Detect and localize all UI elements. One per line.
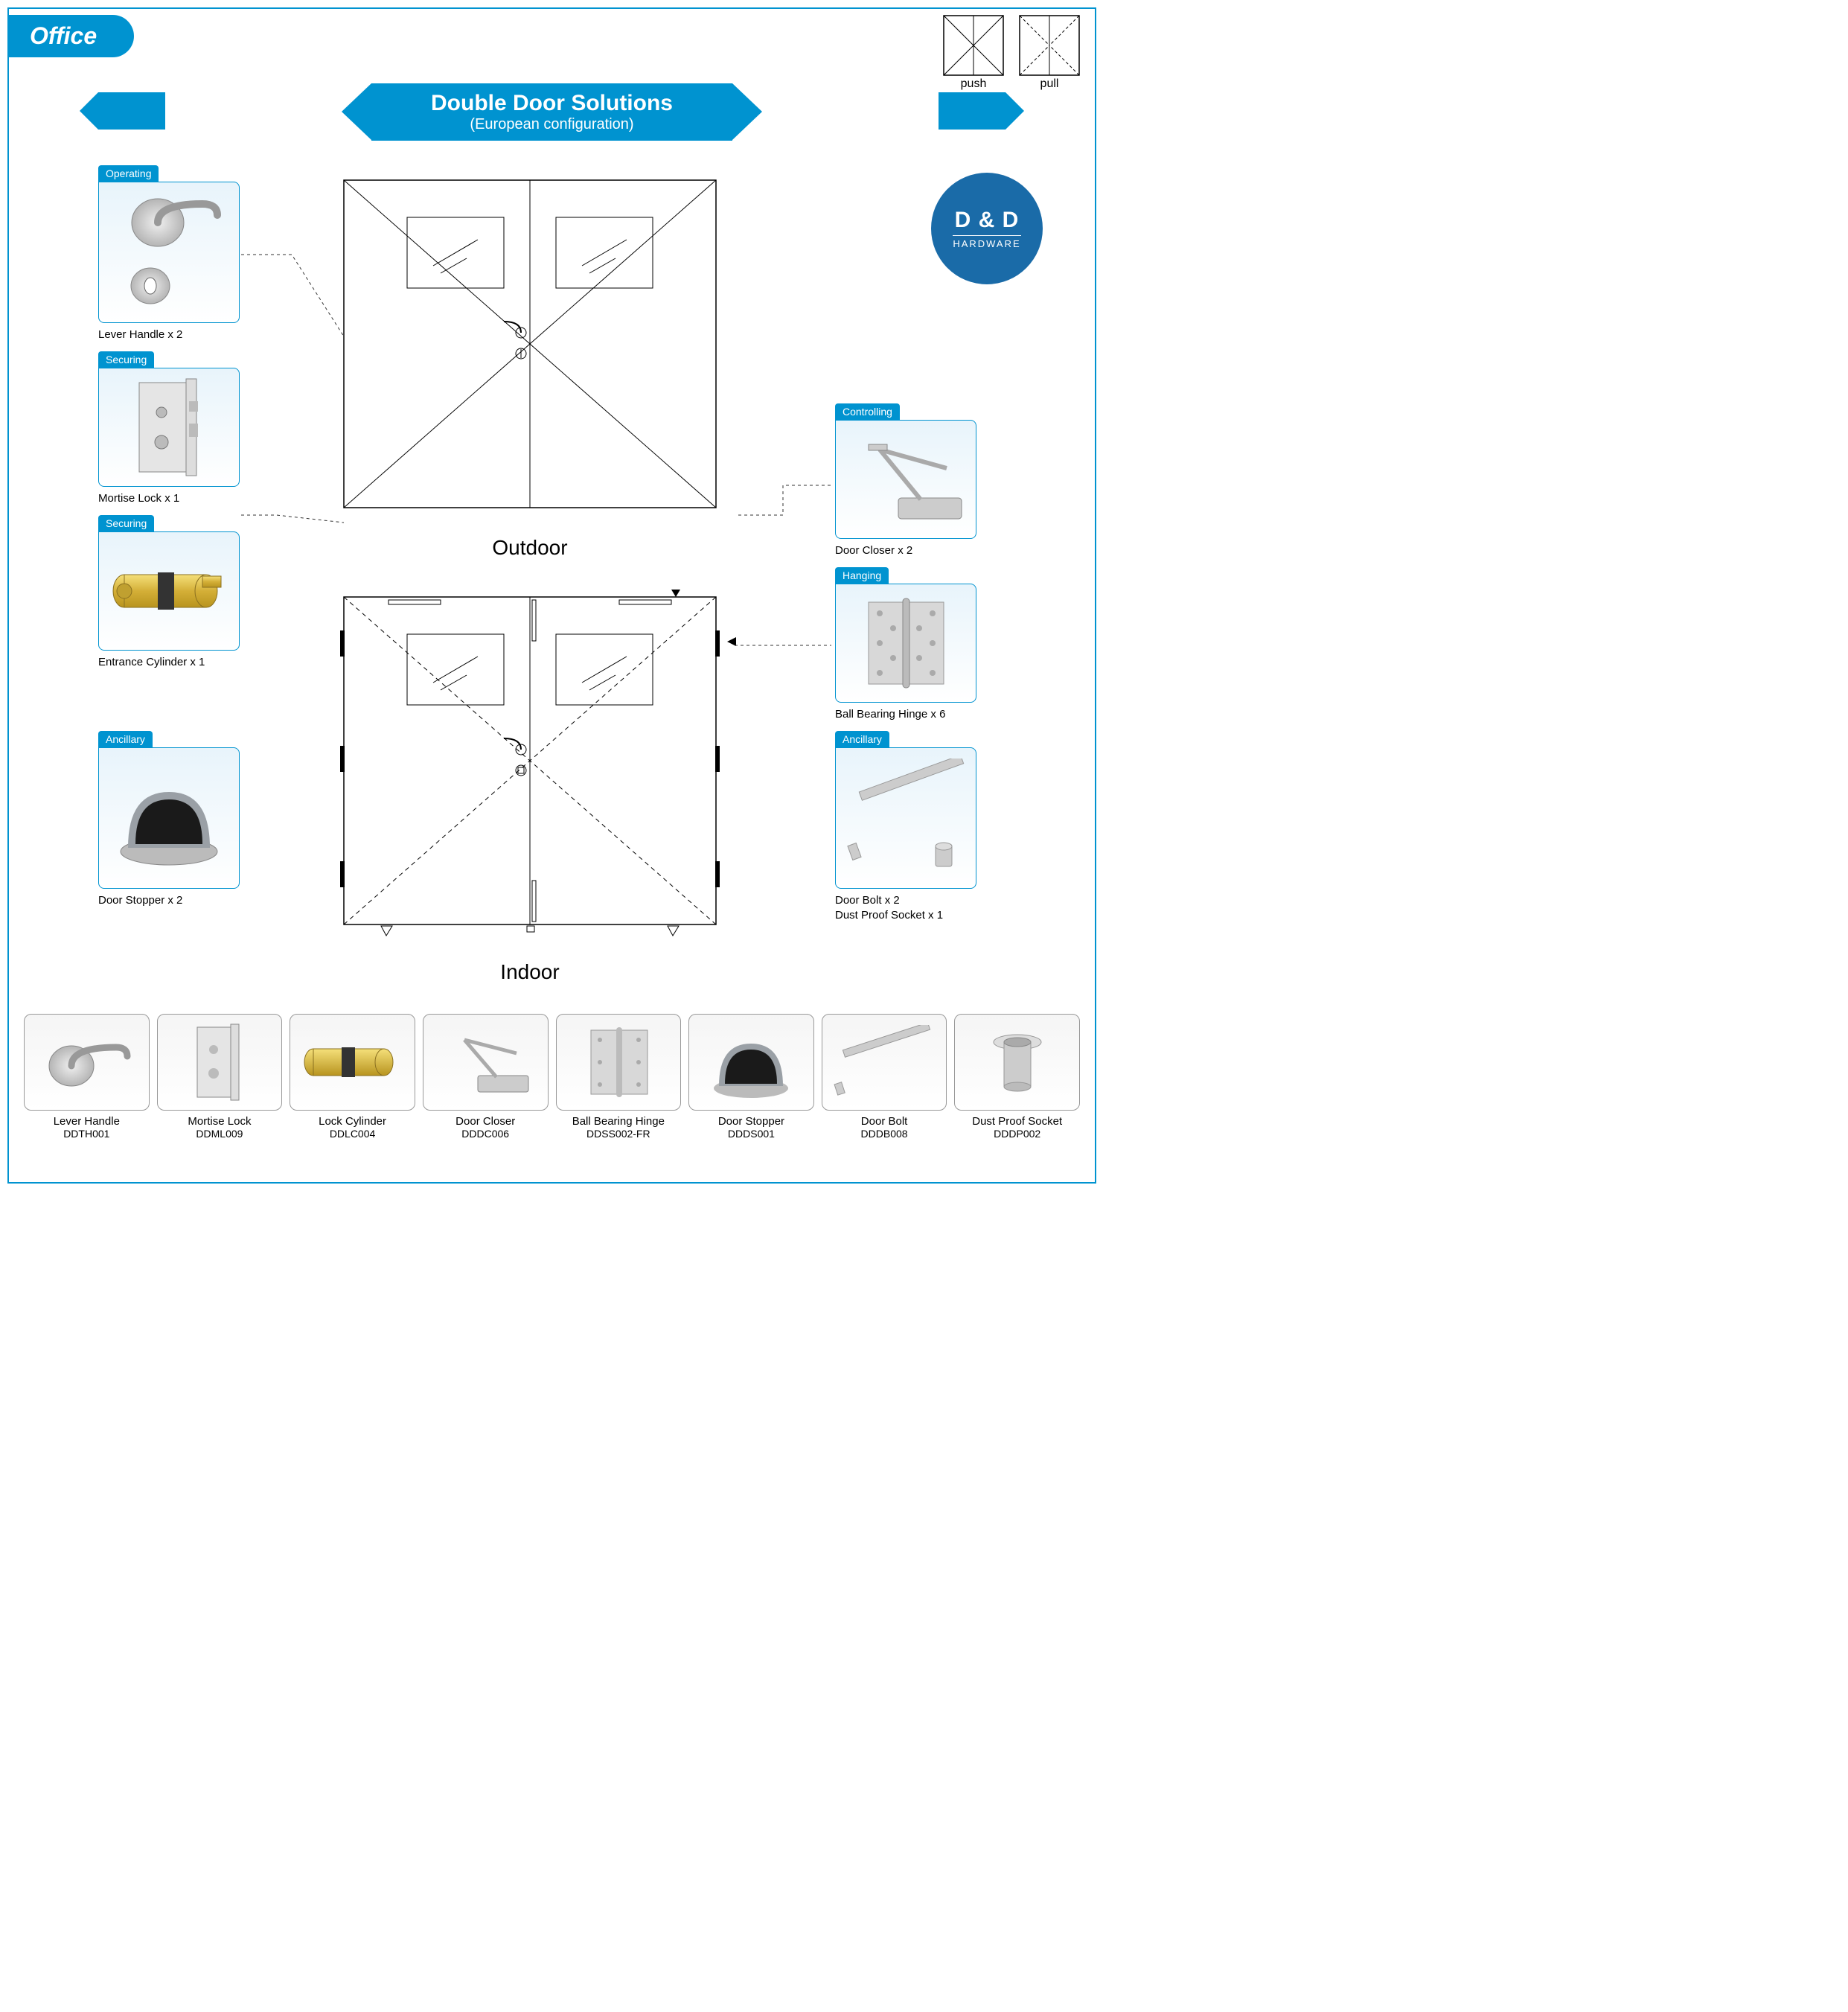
index-lever-handle: Lever Handle DDTH001 (24, 1014, 150, 1140)
card-ancillary-stopper: Ancillary Door Stopper x 2 (98, 731, 240, 908)
index-door-bolt: Door Bolt DDDB008 (822, 1014, 947, 1140)
card-securing-lock: Securing Mortise Lock x 1 (98, 351, 240, 506)
outdoor-door-svg (322, 176, 738, 526)
outdoor-diagram: Outdoor (322, 176, 738, 560)
door-swing-legend: push pull (943, 15, 1080, 91)
mortise-lock-icon (98, 368, 240, 487)
door-closer-icon (835, 420, 976, 539)
index-door-closer: Door Closer DDDC006 (423, 1014, 549, 1140)
lock-cylinder-icon (98, 531, 240, 651)
card-ancillary-bolt: Ancillary Door Bolt x 2 Dust Proof Socke… (835, 731, 976, 922)
card-securing-cylinder: Securing Entrance Cylinder x 1 (98, 515, 240, 670)
card-hanging: Hanging Ball Bearing Hinge x 6 (835, 567, 976, 722)
push-icon (943, 15, 1004, 76)
lever-handle-icon (98, 182, 240, 323)
index-dust-socket: Dust Proof Socket DDDP002 (954, 1014, 1080, 1140)
index-lock-cylinder: Lock Cylinder DDLC004 (290, 1014, 415, 1140)
indoor-label: Indoor (322, 960, 738, 984)
card-controlling: Controlling Door Closer x 2 (835, 403, 976, 558)
banner-subtitle: (European configuration) (431, 116, 673, 133)
card-operating: Operating Lever Handle x 2 (98, 165, 240, 342)
product-index-row: Lever Handle DDTH001 Mortise Lock DDML00… (9, 1014, 1095, 1140)
legend-push: push (943, 15, 1004, 91)
hinge-icon (835, 584, 976, 703)
page-container: Office push pull (7, 7, 1096, 1184)
section-tab: Office (7, 15, 134, 57)
main-diagram-area: Outdoor (9, 165, 1095, 999)
index-door-stopper: Door Stopper DDDS001 (688, 1014, 814, 1140)
indoor-diagram: Indoor (322, 590, 738, 984)
banner-title: Double Door Solutions (431, 91, 673, 116)
indoor-door-svg (322, 590, 738, 951)
pull-icon (1019, 15, 1080, 76)
door-bolt-icon (835, 747, 976, 889)
index-mortise-lock: Mortise Lock DDML009 (157, 1014, 283, 1140)
title-banner: Double Door Solutions (European configur… (9, 83, 1095, 150)
index-hinge: Ball Bearing Hinge DDSS002-FR (556, 1014, 682, 1140)
door-stopper-icon (98, 747, 240, 889)
legend-pull: pull (1019, 15, 1080, 91)
outdoor-label: Outdoor (322, 536, 738, 560)
